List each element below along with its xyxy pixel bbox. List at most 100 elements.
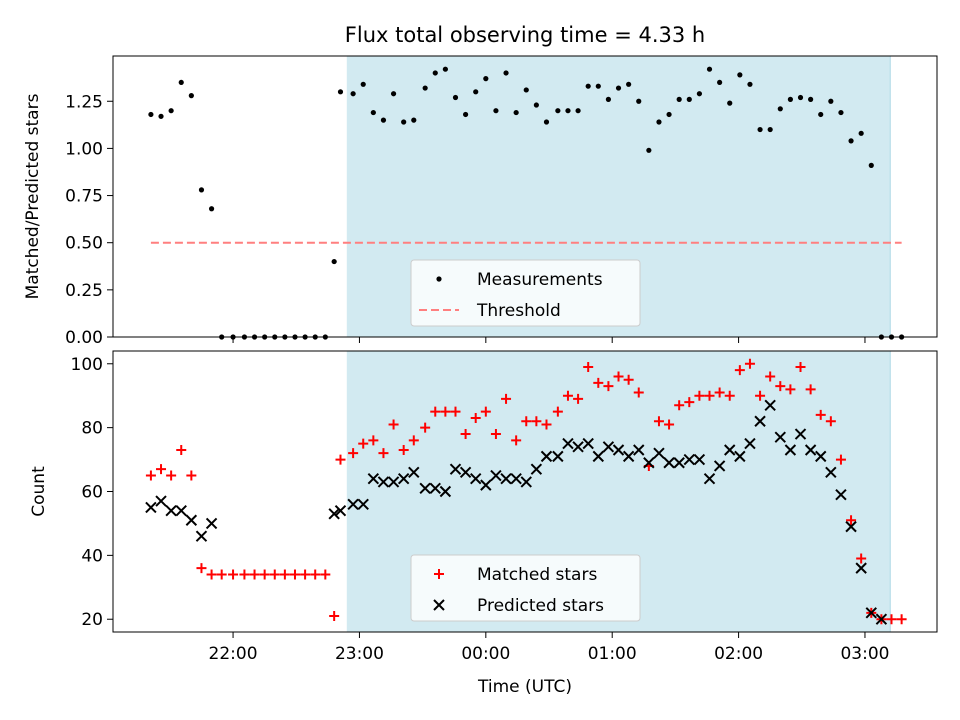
bottom-x-tick-label: 00:00 [461,644,510,664]
predicted-star-point [439,485,452,498]
measurement-point [422,85,428,91]
matched-star-point [785,384,796,395]
measurement-point [615,85,622,91]
predicted-star-point [500,473,512,485]
matched-star-point [368,435,379,446]
measurement-point [360,81,366,87]
matched-star-point [145,470,156,481]
measurement-point [868,162,874,168]
predicted-star-point [429,482,441,495]
predicted-star-point [825,466,837,479]
top-y-axis-ticks: 0.00 0.25 0.50 0.75 1.00 1.25 [65,92,113,348]
predicted-star-point [774,431,786,443]
measurement-point [595,83,601,89]
top-y-tick-label: 0.00 [65,328,103,348]
matched-star-point [279,569,290,580]
predicted-star-point [205,517,218,530]
top-y-axis-label: Matched/Predicted stars [23,93,43,299]
predicted-star-point [764,399,776,411]
measurement-point [828,98,834,104]
measurement-point [747,81,753,87]
matched-star-point [825,416,836,427]
matched-star-point [501,393,512,404]
measurement-point [411,117,417,123]
matched-star-point [460,429,471,440]
predicted-star-point [347,498,359,510]
measurement-point [848,138,854,144]
matched-star-point [724,390,735,401]
top-y-tick-label: 0.75 [65,187,103,207]
matched-star-point [206,569,217,580]
matched-star-point [259,569,270,580]
predicted-star-point [540,450,553,463]
bottom-y-tick-label: 80 [81,419,103,439]
measurement-point [666,111,672,118]
measurement-point [656,119,662,125]
measurement-point [818,111,824,118]
matched-star-point [408,435,419,446]
predicted-star-point [419,482,431,495]
matched-stars-points [145,358,907,625]
matched-star-point [552,406,563,417]
matched-star-point [541,419,552,430]
measurement-point [555,108,561,114]
bottom-x-axis-label: Time (UTC) [477,677,572,697]
measurement-point [787,96,793,102]
predicted-star-point [622,450,635,463]
matched-star-point [335,454,346,465]
legend-entry-label: Predicted stars [477,596,604,616]
predicted-star-point [185,514,198,526]
matched-star-point [388,419,399,430]
matched-star-point [846,515,857,526]
measurement-point [390,91,397,97]
predicted-star-point [612,444,625,456]
predicted-star-point [530,463,543,475]
bottom-legend-box [410,554,641,622]
matched-star-point [835,454,846,465]
predicted-star-point [459,466,472,479]
measurement-point [676,96,682,102]
measurement-point [473,89,479,95]
measurement-point [331,258,337,265]
matched-star-point [896,614,907,625]
matched-star-point [856,553,867,564]
measurement-point [158,113,164,119]
matched-star-point [430,406,441,417]
top-axes-frame [112,55,938,338]
predicted-star-point [784,444,797,456]
bottom-y-tick-label: 60 [81,483,103,503]
matched-star-point [583,361,594,372]
bottom-y-axis-label: Count [29,466,49,517]
matched-star-point [613,371,624,382]
matched-star-point [521,416,532,427]
matched-star-point [398,444,409,455]
measurement-point [858,130,864,136]
bottom-legend: Matched stars Predicted stars [410,554,641,622]
predicted-star-point [633,444,645,456]
bottom-x-tick-label: 03:00 [840,644,889,664]
predicted-star-point [663,457,675,469]
measurement-point [523,87,529,93]
measurement-point [686,96,692,102]
predicted-star-point [387,476,400,488]
measurement-point [432,70,438,76]
matched-star-point [734,365,745,376]
matched-star-point [440,406,451,417]
measurement-point [503,70,509,76]
matched-star-point [815,409,826,420]
measurement-point [757,126,763,133]
matched-star-point [450,406,461,417]
matched-star-point [490,429,501,440]
matched-star-point [653,416,664,427]
predicted-star-point [683,453,696,466]
matched-star-point [329,611,340,622]
measurement-point [380,117,387,123]
measurement-point [483,76,489,82]
matched-star-point [269,569,280,580]
matched-star-point [694,390,705,401]
matched-star-point [348,448,359,459]
predicted-star-point [815,450,827,463]
top-y-tick-label: 1.25 [65,92,103,112]
top-y-tick-label: 0.50 [65,234,103,254]
matched-star-point [603,381,614,392]
